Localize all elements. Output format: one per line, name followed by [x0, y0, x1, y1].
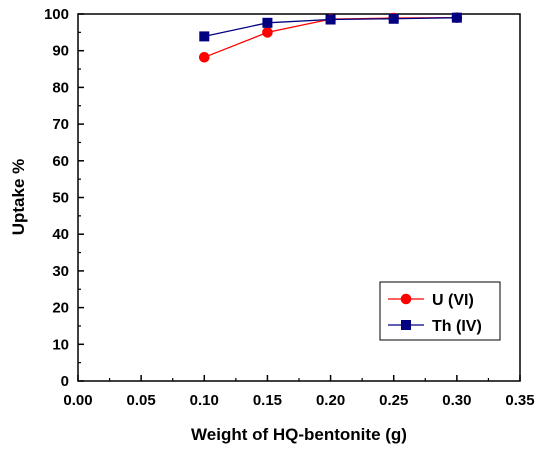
y-tick-label: 20	[52, 300, 69, 317]
data-point-th-iv	[325, 14, 336, 25]
y-tick-label: 80	[52, 79, 69, 96]
data-point-th-iv	[199, 31, 210, 42]
y-tick-label: 90	[52, 43, 69, 60]
y-tick-label: 40	[52, 226, 69, 243]
y-axis-title: Uptake %	[9, 159, 28, 236]
legend-label-th-iv: Th (IV)	[432, 318, 482, 335]
legend: U (VI) Th (IV)	[379, 281, 501, 341]
x-axis-title: Weight of HQ-bentonite (g)	[191, 425, 407, 444]
data-point-u-vi	[262, 27, 273, 38]
data-point-u-vi	[198, 52, 210, 63]
x-axis: 0.00 0.05 0.10 0.15 0.20 0.25 0.30 0.35	[63, 375, 535, 409]
data-point-th-iv	[451, 12, 462, 23]
data-point-th-iv	[388, 13, 399, 24]
y-tick-label: 100	[44, 6, 69, 23]
x-tick-label: 0.20	[316, 392, 345, 409]
x-tick-label: 0.35	[505, 392, 534, 409]
series-layer	[198, 12, 463, 63]
y-tick-label: 30	[52, 263, 69, 280]
legend-marker-u-vi	[400, 293, 412, 305]
y-tick-label: 60	[52, 153, 69, 170]
y-tick-label: 10	[52, 336, 69, 353]
x-tick-label: 0.15	[253, 392, 282, 409]
y-tick-label: 70	[52, 116, 69, 133]
x-tick-label: 0.25	[379, 392, 408, 409]
x-tick-label: 0.00	[63, 392, 92, 409]
legend-label-u-vi: U (VI)	[432, 292, 474, 309]
x-tick-label: 0.30	[442, 392, 471, 409]
y-tick-label: 0	[61, 373, 69, 390]
y-tick-label: 50	[52, 190, 69, 207]
y-axis: 0 10 20 30 40 50 60 70 80 90 100	[44, 6, 84, 390]
legend-marker-th-iv	[401, 320, 411, 330]
x-tick-label: 0.10	[190, 392, 219, 409]
x-tick-label: 0.05	[127, 392, 156, 409]
legend-box	[379, 281, 501, 341]
data-point-th-iv	[262, 17, 273, 28]
